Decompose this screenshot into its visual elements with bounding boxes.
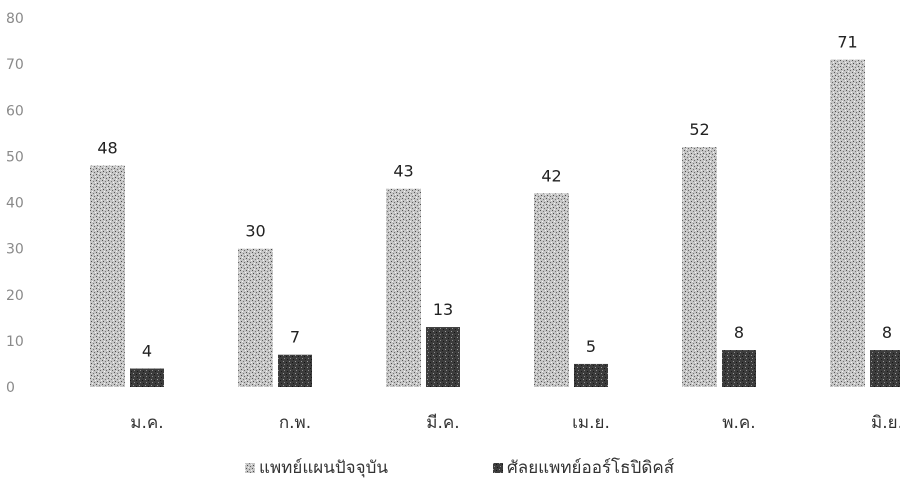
x-category-label: มิ.ย. (871, 413, 900, 433)
data-label: 8 (882, 323, 892, 342)
x-category-label: ม.ค. (130, 413, 163, 433)
data-label: 13 (433, 300, 453, 319)
bar-series-1 (386, 188, 421, 387)
legend-item: ศัลยแพทย์ออร์โธปิดิคส์ (493, 457, 675, 478)
legend-label: แพทย์แผนปัจจุบัน (259, 458, 388, 478)
legend-label: ศัลยแพทย์ออร์โธปิดิคส์ (507, 457, 675, 478)
legend-swatch (493, 463, 503, 473)
data-label: 48 (97, 139, 117, 158)
y-tick-label: 30 (6, 242, 24, 258)
y-tick-label: 80 (6, 11, 24, 27)
bar-series-2 (426, 327, 460, 387)
legend: แพทย์แผนปัจจุบัน ศัลยแพทย์ออร์โธปิดิคส์ (245, 457, 675, 478)
y-tick-label: 70 (6, 57, 24, 73)
legend-swatch (245, 463, 255, 473)
data-label: 52 (689, 120, 709, 139)
x-category-label: เม.ย. (572, 413, 610, 433)
legend-item: แพทย์แผนปัจจุบัน (245, 458, 388, 478)
bar-series-2 (722, 350, 756, 387)
bar-series-1 (830, 59, 865, 387)
data-label: 71 (837, 33, 857, 52)
data-label: 5 (586, 337, 596, 356)
bar-series-1 (238, 248, 273, 387)
data-label: 30 (245, 222, 265, 241)
bar-series-1 (682, 147, 717, 387)
data-label: 4 (142, 342, 152, 361)
data-label: 43 (393, 162, 413, 181)
bars (90, 59, 900, 387)
y-tick-label: 40 (6, 196, 24, 212)
y-tick-label: 50 (6, 149, 24, 165)
bar-series-2 (870, 350, 900, 387)
x-category-label: มี.ค. (426, 413, 459, 433)
data-label: 42 (541, 166, 561, 185)
y-tick-label: 20 (6, 288, 24, 304)
data-labels: 48 4 30 7 43 13 42 5 52 8 71 8 (97, 33, 892, 361)
bar-series-2 (278, 354, 312, 387)
x-category-label: พ.ค. (722, 413, 755, 433)
x-category-label: ก.พ. (279, 413, 311, 433)
y-tick-label: 60 (6, 103, 24, 119)
y-tick-label: 0 (6, 380, 15, 396)
y-tick-label: 10 (6, 334, 24, 350)
bar-series-1 (534, 193, 569, 387)
y-axis: 0 10 20 30 40 50 60 70 80 (6, 11, 24, 396)
data-label: 7 (290, 328, 300, 347)
bar-series-2 (574, 363, 608, 387)
bar-series-2 (130, 368, 164, 387)
x-axis: ม.ค. ก.พ. มี.ค. เม.ย. พ.ค. มิ.ย. (130, 413, 900, 433)
bar-series-1 (90, 165, 125, 387)
data-label: 8 (734, 323, 744, 342)
